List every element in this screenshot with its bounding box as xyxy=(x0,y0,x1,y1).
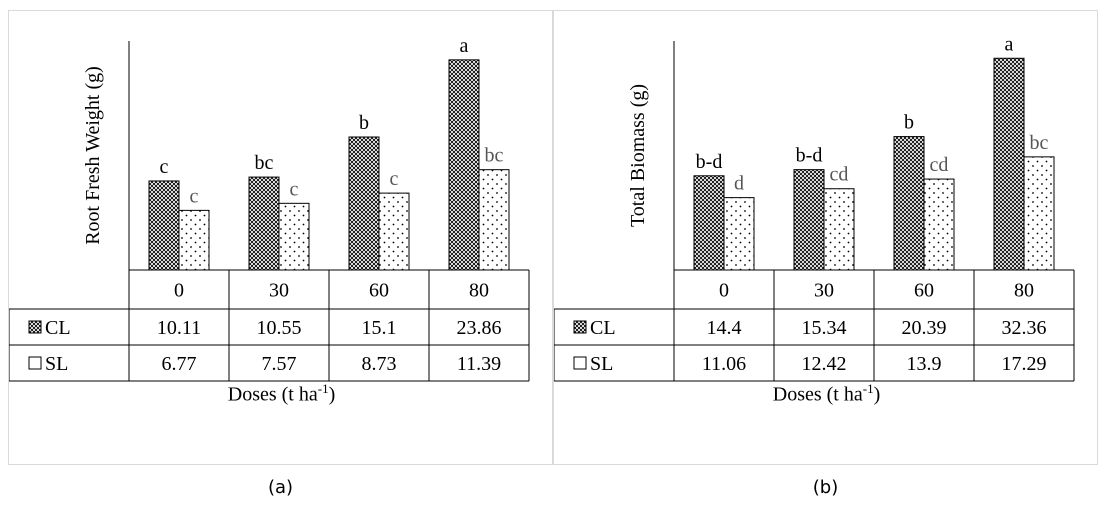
chart-a-letter-sl-0: c xyxy=(190,185,199,207)
chart-b-tick-30: 30 xyxy=(814,280,834,302)
chart-b-ylabel: Total Biomass (g) xyxy=(627,84,649,227)
chart-b-cell-sl-80: 17.29 xyxy=(1002,353,1047,375)
chart-a-cell-sl-0: 6.77 xyxy=(162,353,197,375)
chart-b-cell-cl-0: 14.4 xyxy=(707,317,742,339)
chart-b-letter-sl-80: bc xyxy=(1030,132,1049,154)
chart-b-legend-icon-sl xyxy=(573,356,587,370)
chart-a-legend-sl: SL xyxy=(45,353,68,375)
chart-b-bar-sl-0 xyxy=(723,197,755,271)
chart-b-cell-cl-60: 20.39 xyxy=(902,317,947,339)
chart-a-cell-sl-80: 11.39 xyxy=(457,353,501,375)
chart-a-bar-cl-0 xyxy=(148,180,180,271)
chart-a-letter-sl-60: c xyxy=(390,168,399,190)
chart-a-xlabel-text: Doses (t ha xyxy=(227,383,318,406)
chart-b-legend-cl: CL xyxy=(590,317,616,339)
caption-a: (a) xyxy=(267,477,294,498)
chart-panel-a: Root Fresh Weight (g) c c bc c b c a bc 0 30 60 80 CL… xyxy=(8,10,553,465)
chart-b-bar-sl-30 xyxy=(823,188,855,271)
chart-a-cell-cl-80: 23.86 xyxy=(457,317,502,339)
chart-a-cell-cl-30: 10.55 xyxy=(257,317,302,339)
chart-a-xlabel: Doses (t ha-1) xyxy=(9,381,554,407)
chart-b-cell-cl-30: 15.34 xyxy=(802,317,847,339)
chart-b-letter-sl-0: d xyxy=(734,173,744,195)
chart-b-cell-sl-60: 13.9 xyxy=(907,353,942,375)
chart-b-legend-sl: SL xyxy=(590,353,613,375)
chart-b-bar-cl-80 xyxy=(993,57,1025,271)
chart-a-xlabel-tail: ) xyxy=(328,383,336,406)
chart-a-bar-sl-0 xyxy=(178,209,210,271)
chart-b-bar-sl-80 xyxy=(1023,156,1055,271)
chart-a-letter-sl-80: bc xyxy=(485,145,504,167)
chart-a-xlabel-sup: -1 xyxy=(317,381,329,396)
chart-a-bar-sl-30 xyxy=(278,202,310,271)
chart-a-letter-sl-30: c xyxy=(290,178,299,200)
chart-a-cell-sl-30: 7.57 xyxy=(262,353,297,375)
chart-b-cell-sl-30: 12.42 xyxy=(802,353,847,375)
chart-b-xlabel: Doses (t ha-1) xyxy=(554,381,1099,407)
chart-b-bar-cl-30 xyxy=(793,169,825,271)
chart-a-bar-cl-30 xyxy=(248,176,280,271)
chart-b-letter-cl-80: a xyxy=(1005,33,1014,55)
chart-a-bar-sl-60 xyxy=(378,192,410,271)
chart-a-letter-cl-30: bc xyxy=(255,152,274,174)
chart-a-ylabel: Root Fresh Weight (g) xyxy=(82,66,104,245)
chart-panel-b: Total Biomass (g) b-d d b-d cd b cd a bc 0 30 60 80 C… xyxy=(553,10,1098,465)
chart-b-letter-sl-30: cd xyxy=(830,164,849,186)
chart-b-letter-cl-60: b xyxy=(904,112,914,134)
chart-b-xlabel-sup: -1 xyxy=(862,381,874,396)
chart-b-letter-cl-0: b-d xyxy=(696,151,723,173)
chart-b-cell-sl-0: 11.06 xyxy=(702,353,746,375)
chart-b-tick-60: 60 xyxy=(914,280,934,302)
chart-b-cell-cl-80: 32.36 xyxy=(1002,317,1047,339)
chart-b-bar-sl-60 xyxy=(923,178,955,271)
chart-a-tick-30: 30 xyxy=(269,280,289,302)
chart-b-letter-cl-30: b-d xyxy=(796,145,823,167)
chart-b-xlabel-text: Doses (t ha xyxy=(772,383,863,406)
chart-a-bar-cl-80 xyxy=(448,59,480,271)
chart-a-letter-cl-60: b xyxy=(359,112,369,134)
chart-a-bar-cl-60 xyxy=(348,136,380,271)
chart-a-cell-sl-60: 8.73 xyxy=(362,353,397,375)
chart-a-tick-80: 80 xyxy=(469,280,489,302)
chart-b-tick-0: 0 xyxy=(719,280,729,302)
chart-a-cell-cl-0: 10.11 xyxy=(157,317,201,339)
chart-b-bar-cl-60 xyxy=(893,136,925,271)
chart-a-letter-cl-0: c xyxy=(160,156,169,178)
chart-a-legend-cl: CL xyxy=(45,317,71,339)
chart-a-legend-icon-sl xyxy=(28,356,42,370)
chart-a-letter-cl-80: a xyxy=(460,35,469,57)
chart-a-legend-icon-cl xyxy=(28,320,42,334)
chart-b-bar-cl-0 xyxy=(693,175,725,271)
chart-a-cell-cl-60: 15.1 xyxy=(362,317,397,339)
chart-a-bar-sl-80 xyxy=(478,169,510,271)
chart-b-letter-sl-60: cd xyxy=(930,154,949,176)
chart-a-tick-0: 0 xyxy=(174,280,184,302)
caption-b: (b) xyxy=(812,477,839,498)
chart-a-tick-60: 60 xyxy=(369,280,389,302)
chart-b-xlabel-tail: ) xyxy=(873,383,881,406)
chart-b-legend-icon-cl xyxy=(573,320,587,334)
chart-b-tick-80: 80 xyxy=(1014,280,1034,302)
